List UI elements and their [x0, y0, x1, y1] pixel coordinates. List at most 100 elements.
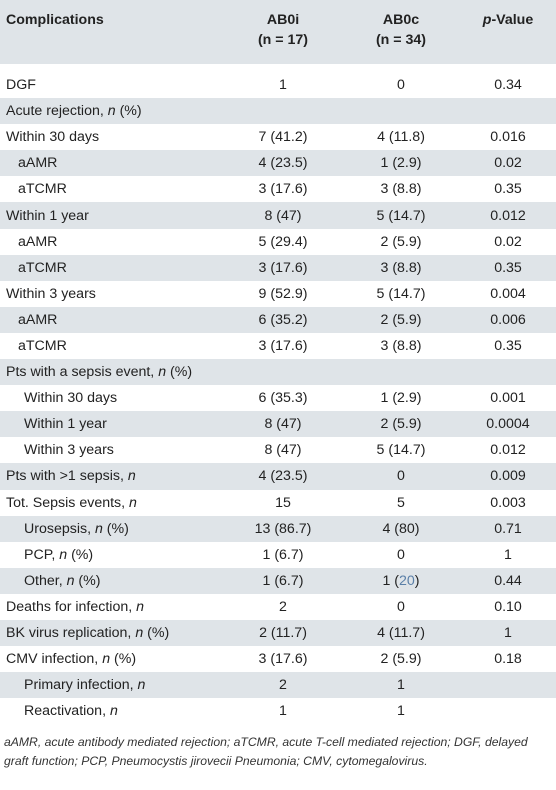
cell-p-value	[460, 98, 556, 124]
cell-ab0i: 6 (35.3)	[258, 390, 308, 407]
cell-ab0c: 0	[397, 546, 405, 563]
cell-p-value: 0.18	[494, 651, 522, 668]
row-label-text: DGF	[6, 77, 36, 94]
cell-ab0c: 1	[397, 703, 405, 720]
cell-p-value: 0.012	[490, 442, 526, 459]
row-label-text: Other,	[24, 572, 67, 589]
cell-ab0c: 3 (8.8)	[380, 181, 422, 198]
cell-p-value: 0.006	[490, 311, 526, 328]
row-label-italic: n	[129, 494, 137, 511]
cell-p-value: 0.44	[494, 572, 522, 589]
row-label-text: Within 3 years	[6, 285, 96, 302]
cell-ab0c: 5	[397, 494, 405, 511]
cell-p-value	[460, 672, 556, 698]
table-row: aAMR 5 (29.4) 2 (5.9) 0.02	[0, 229, 556, 255]
row-label-text: BK virus replication,	[6, 625, 136, 642]
table-row: Acute rejection, n (%)	[0, 98, 556, 125]
table-row: BK virus replication, n (%) 2 (11.7) 4 (11…	[0, 619, 556, 647]
header-p-value: p-Value	[460, 0, 556, 64]
row-label-suffix: (%)	[115, 103, 142, 120]
header-ab0i-label: AB0i	[266, 12, 300, 28]
table-row: aTCMR 3 (17.6) 3 (8.8) 0.35	[0, 176, 556, 202]
row-label-text: Acute rejection,	[6, 103, 108, 120]
row-label-suffix: (%)	[110, 651, 137, 668]
cell-ab0c: 1 (20)	[342, 568, 460, 594]
row-label-italic: n	[94, 520, 103, 537]
row-label: Within 30 days	[0, 385, 224, 411]
row-label: Reactivation, n	[0, 698, 224, 724]
header-ab0c-n: (n = 34)	[375, 32, 427, 48]
header-ab0i-n: (n = 17)	[257, 32, 309, 48]
row-label-text: aTCMR	[18, 259, 67, 276]
cell-ab0i: 6 (35.2)	[258, 311, 308, 328]
cell-ab0i	[224, 98, 342, 124]
cell-ab0c: 4 (11.8)	[377, 129, 425, 146]
header-complications: Complications	[6, 12, 104, 28]
cell-ab0c-post: )	[414, 572, 420, 589]
row-label-text: aTCMR	[18, 181, 67, 198]
cell-p-value: 0.004	[490, 285, 526, 302]
table-row: aAMR 6 (35.2) 2 (5.9) 0.006	[0, 306, 556, 333]
row-label-text: Within 30 days	[6, 129, 100, 146]
table-row: Within 1 year 8 (47) 2 (5.9) 0.0004	[0, 411, 556, 438]
row-label-italic: n	[135, 625, 144, 642]
cell-p-value: 0.012	[490, 207, 526, 224]
row-label-italic: n	[109, 703, 118, 720]
table-row: Within 1 year 8 (47) 5 (14.7) 0.012	[0, 202, 556, 229]
cell-ab0c: 1	[397, 677, 405, 694]
header-ab0c: AB0c (n = 34)	[342, 0, 460, 64]
header-p-italic: p	[482, 12, 492, 28]
cell-ab0i: 2	[279, 598, 287, 615]
cell-p-value: 1	[504, 546, 512, 563]
row-label: Within 3 years	[0, 437, 224, 463]
row-label: Other, n (%)	[0, 568, 224, 594]
cell-ab0i: 1	[279, 703, 287, 720]
cell-ab0i: 1 (6.7)	[262, 572, 304, 589]
row-label: CMV infection, n (%)	[0, 646, 224, 672]
row-label-text: Pts with >1 sepsis,	[6, 468, 128, 485]
cell-p-value: 0.02	[494, 233, 522, 250]
table-row: Tot. Sepsis events, n 15 5 0.003	[0, 490, 556, 516]
row-label: aTCMR	[0, 255, 224, 281]
row-label-italic: n	[59, 546, 68, 563]
row-label: aAMR	[0, 229, 224, 255]
row-label-text: Tot. Sepsis events,	[6, 494, 130, 511]
cell-ab0c: 1 (2.9)	[380, 390, 422, 407]
cell-ab0c: 4 (80)	[382, 520, 420, 537]
cell-p-value: 0.001	[490, 390, 526, 407]
row-label-text: aAMR	[18, 311, 58, 328]
cell-ab0c: 4 (11.7)	[377, 625, 425, 642]
row-label-italic: n	[107, 103, 116, 120]
row-label: Within 3 years	[0, 281, 224, 307]
row-label-italic: n	[66, 572, 75, 589]
row-label-italic: n	[137, 677, 146, 694]
header-ab0i: AB0i (n = 17)	[224, 0, 342, 64]
row-label: aTCMR	[0, 176, 224, 202]
cell-ab0i: 1 (6.7)	[262, 546, 304, 563]
row-label: BK virus replication, n (%)	[0, 620, 224, 646]
cell-ab0i: 2 (11.7)	[259, 625, 307, 642]
table-row: PCP, n (%) 1 (6.7) 0 1	[0, 542, 556, 568]
row-label-text: Deaths for infection,	[6, 598, 137, 615]
row-label: Tot. Sepsis events, n	[0, 490, 224, 516]
cell-p-value	[460, 698, 556, 724]
row-label-italic: n	[158, 364, 167, 381]
cell-ab0i: 8 (47)	[264, 416, 302, 433]
cell-ab0c	[342, 359, 460, 385]
row-label-text: Urosepsis,	[24, 520, 95, 537]
cell-ab0i: 2	[279, 677, 287, 694]
table-row: Deaths for infection, n 2 0 0.10	[0, 594, 556, 620]
header-separator-cell	[0, 64, 556, 72]
table-header: Complications AB0i (n = 17) AB0c (n = 34…	[0, 0, 556, 72]
cell-ab0c-highlight: 20	[399, 572, 415, 589]
table-row: Pts with a sepsis event, n (%)	[0, 359, 556, 386]
table-row: aAMR 4 (23.5) 1 (2.9) 0.02	[0, 150, 556, 177]
cell-p-value: 0.10	[494, 598, 522, 615]
cell-ab0c: 5 (14.7)	[376, 285, 426, 302]
header-separator	[0, 64, 556, 72]
cell-p-value: 0.003	[490, 494, 526, 511]
cell-ab0i: 3 (17.6)	[258, 337, 308, 354]
row-label-text: Within 1 year	[24, 416, 107, 433]
row-label-suffix: (%)	[67, 546, 94, 563]
cell-p-value: 0.35	[494, 337, 522, 354]
